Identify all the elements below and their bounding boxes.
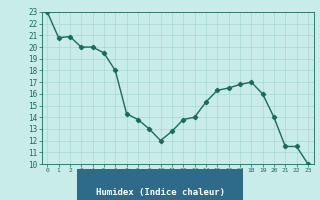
Text: Humidex (Indice chaleur): Humidex (Indice chaleur) [95, 188, 225, 196]
